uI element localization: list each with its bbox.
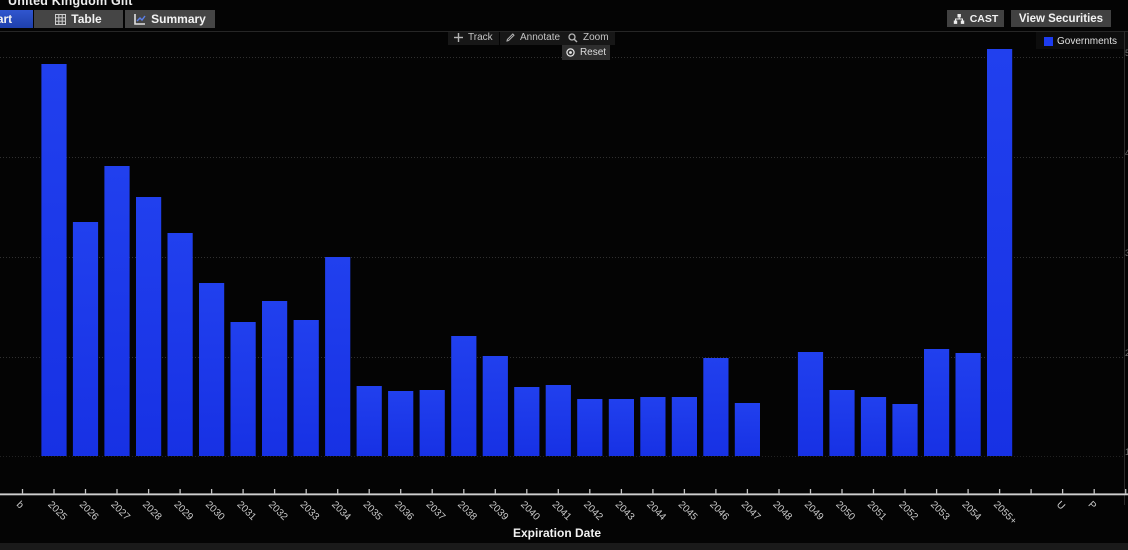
svg-text:2025: 2025	[45, 499, 69, 523]
svg-text:2055+: 2055+	[991, 499, 1019, 527]
svg-text:Expiration Date: Expiration Date	[513, 526, 601, 540]
svg-text:2045: 2045	[676, 499, 700, 523]
svg-text:2040: 2040	[518, 499, 542, 523]
svg-text:2049: 2049	[802, 499, 826, 523]
svg-text:2027: 2027	[108, 499, 132, 523]
svg-text:3: 3	[1125, 248, 1128, 258]
svg-text:b: b	[14, 499, 26, 511]
svg-text:2043: 2043	[613, 499, 637, 523]
svg-text:2032: 2032	[266, 499, 290, 523]
svg-text:2053: 2053	[928, 499, 952, 523]
svg-text:2046: 2046	[707, 499, 731, 523]
svg-text:2052: 2052	[896, 499, 920, 523]
svg-text:2039: 2039	[487, 499, 511, 523]
svg-text:2036: 2036	[392, 499, 416, 523]
svg-text:2: 2	[1125, 348, 1128, 358]
svg-text:2042: 2042	[581, 499, 605, 523]
svg-text:2030: 2030	[203, 499, 227, 523]
svg-text:5: 5	[1125, 48, 1128, 58]
svg-text:2033: 2033	[298, 499, 322, 523]
svg-text:2029: 2029	[171, 499, 195, 523]
svg-text:2051: 2051	[865, 499, 889, 523]
svg-text:2031: 2031	[234, 499, 258, 523]
svg-text:2044: 2044	[644, 499, 668, 523]
svg-text:2028: 2028	[140, 499, 164, 523]
svg-text:U: U	[1054, 499, 1067, 512]
svg-text:2050: 2050	[833, 499, 857, 523]
svg-text:2035: 2035	[361, 499, 385, 523]
svg-text:2034: 2034	[329, 499, 353, 523]
svg-text:2037: 2037	[424, 499, 448, 523]
svg-text:2038: 2038	[455, 499, 479, 523]
svg-text:4: 4	[1125, 148, 1128, 158]
svg-text:2047: 2047	[739, 499, 763, 523]
svg-text:P: P	[1086, 499, 1099, 512]
svg-text:2048: 2048	[770, 499, 794, 523]
svg-text:2026: 2026	[77, 499, 101, 523]
svg-text:2054: 2054	[959, 499, 983, 523]
svg-text:1: 1	[1125, 447, 1128, 457]
svg-text:2041: 2041	[550, 499, 574, 523]
